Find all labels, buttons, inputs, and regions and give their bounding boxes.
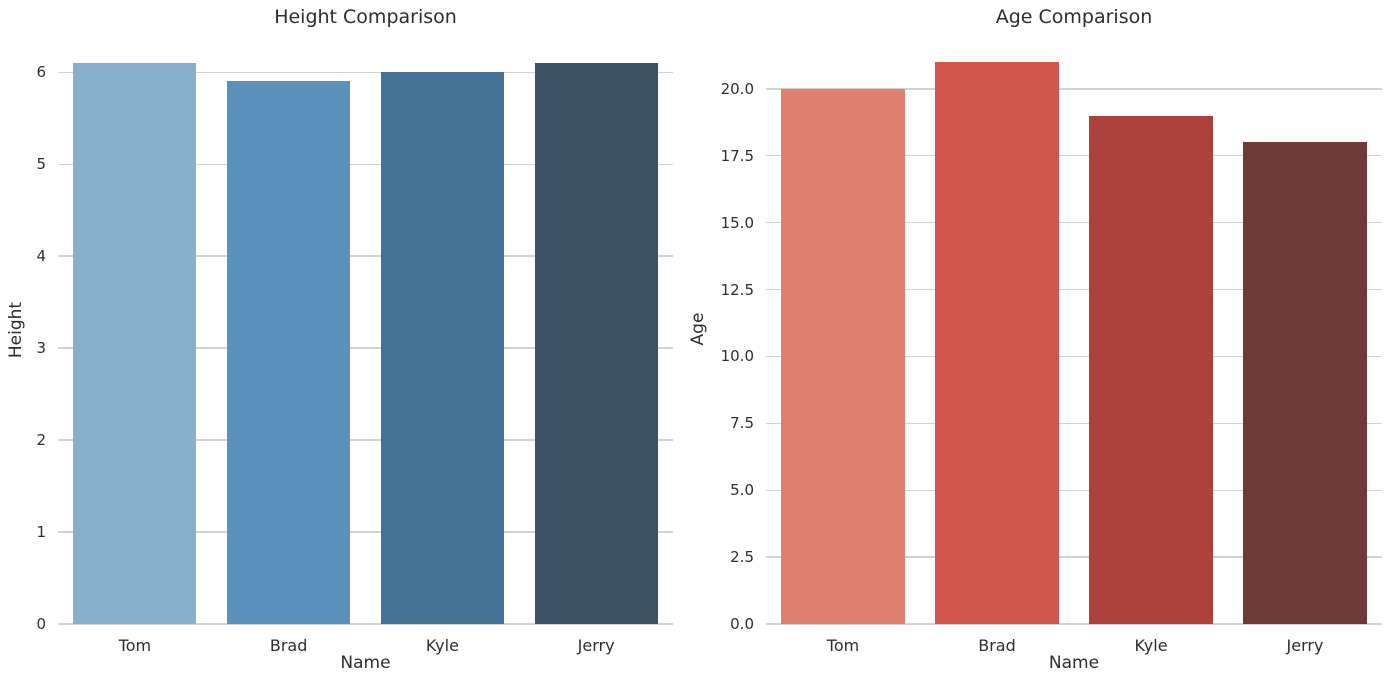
y-axis-label: Age <box>688 312 708 346</box>
gridline <box>766 623 1382 625</box>
gridline <box>766 489 1382 491</box>
y-tick-label: 4 <box>36 247 46 266</box>
x-axis-label: Name <box>340 653 391 673</box>
bar-jerry <box>1243 142 1367 624</box>
x-tick-label: Tom <box>118 636 152 655</box>
y-tick-label: 3 <box>36 339 46 358</box>
y-tick-label: 5.0 <box>730 481 754 500</box>
y-tick-label: 17.5 <box>720 146 754 165</box>
gridline <box>58 439 673 441</box>
bar-kyle <box>1089 115 1213 624</box>
x-tick-label: Kyle <box>1134 636 1168 655</box>
bar-jerry <box>534 63 658 624</box>
y-tick-label: 0.0 <box>730 615 754 633</box>
chart-title: Age Comparison <box>995 6 1153 28</box>
y-tick-label: 2.5 <box>730 548 754 567</box>
x-tick-label: Tom <box>826 636 860 655</box>
bar-tom <box>781 88 905 624</box>
x-tick-label: Jerry <box>577 636 615 655</box>
gridline <box>766 221 1382 224</box>
bar-tom <box>73 63 197 624</box>
gridline <box>766 88 1382 90</box>
gridline <box>58 531 673 533</box>
plot-area <box>766 34 1382 625</box>
chart-title: Height Comparison <box>274 6 457 28</box>
y-tick-label: 1 <box>36 523 46 542</box>
gridline <box>58 255 673 257</box>
gridline <box>58 163 673 165</box>
x-axis-label: Name <box>1048 653 1100 673</box>
bar-kyle <box>380 72 504 624</box>
x-tick-label: Brad <box>978 636 1016 655</box>
y-tick-label: 10.0 <box>720 347 754 366</box>
gridline <box>766 155 1382 157</box>
x-tick-label: Jerry <box>1286 636 1324 655</box>
bar-brad <box>935 62 1059 624</box>
gridline <box>766 288 1382 291</box>
y-tick-label: 20.0 <box>720 79 754 98</box>
y-tick-label: 12.5 <box>720 280 754 299</box>
y-tick-label: 7.5 <box>730 414 754 433</box>
x-tick-label: Brad <box>269 636 308 655</box>
plot-area <box>58 35 673 625</box>
x-tick-label: Kyle <box>425 636 459 655</box>
y-tick-label: 0 <box>36 615 46 633</box>
gridline <box>58 347 673 349</box>
y-tick-label: 5 <box>36 155 46 174</box>
y-tick-label: 2 <box>36 431 46 450</box>
gridline <box>766 556 1382 558</box>
bar-brad <box>227 81 351 624</box>
gridline <box>58 71 673 73</box>
y-tick-label: 6 <box>36 63 46 82</box>
gridline <box>766 422 1382 424</box>
y-tick-label: 15.0 <box>720 213 754 232</box>
gridline <box>766 355 1382 358</box>
gridline <box>58 623 673 625</box>
